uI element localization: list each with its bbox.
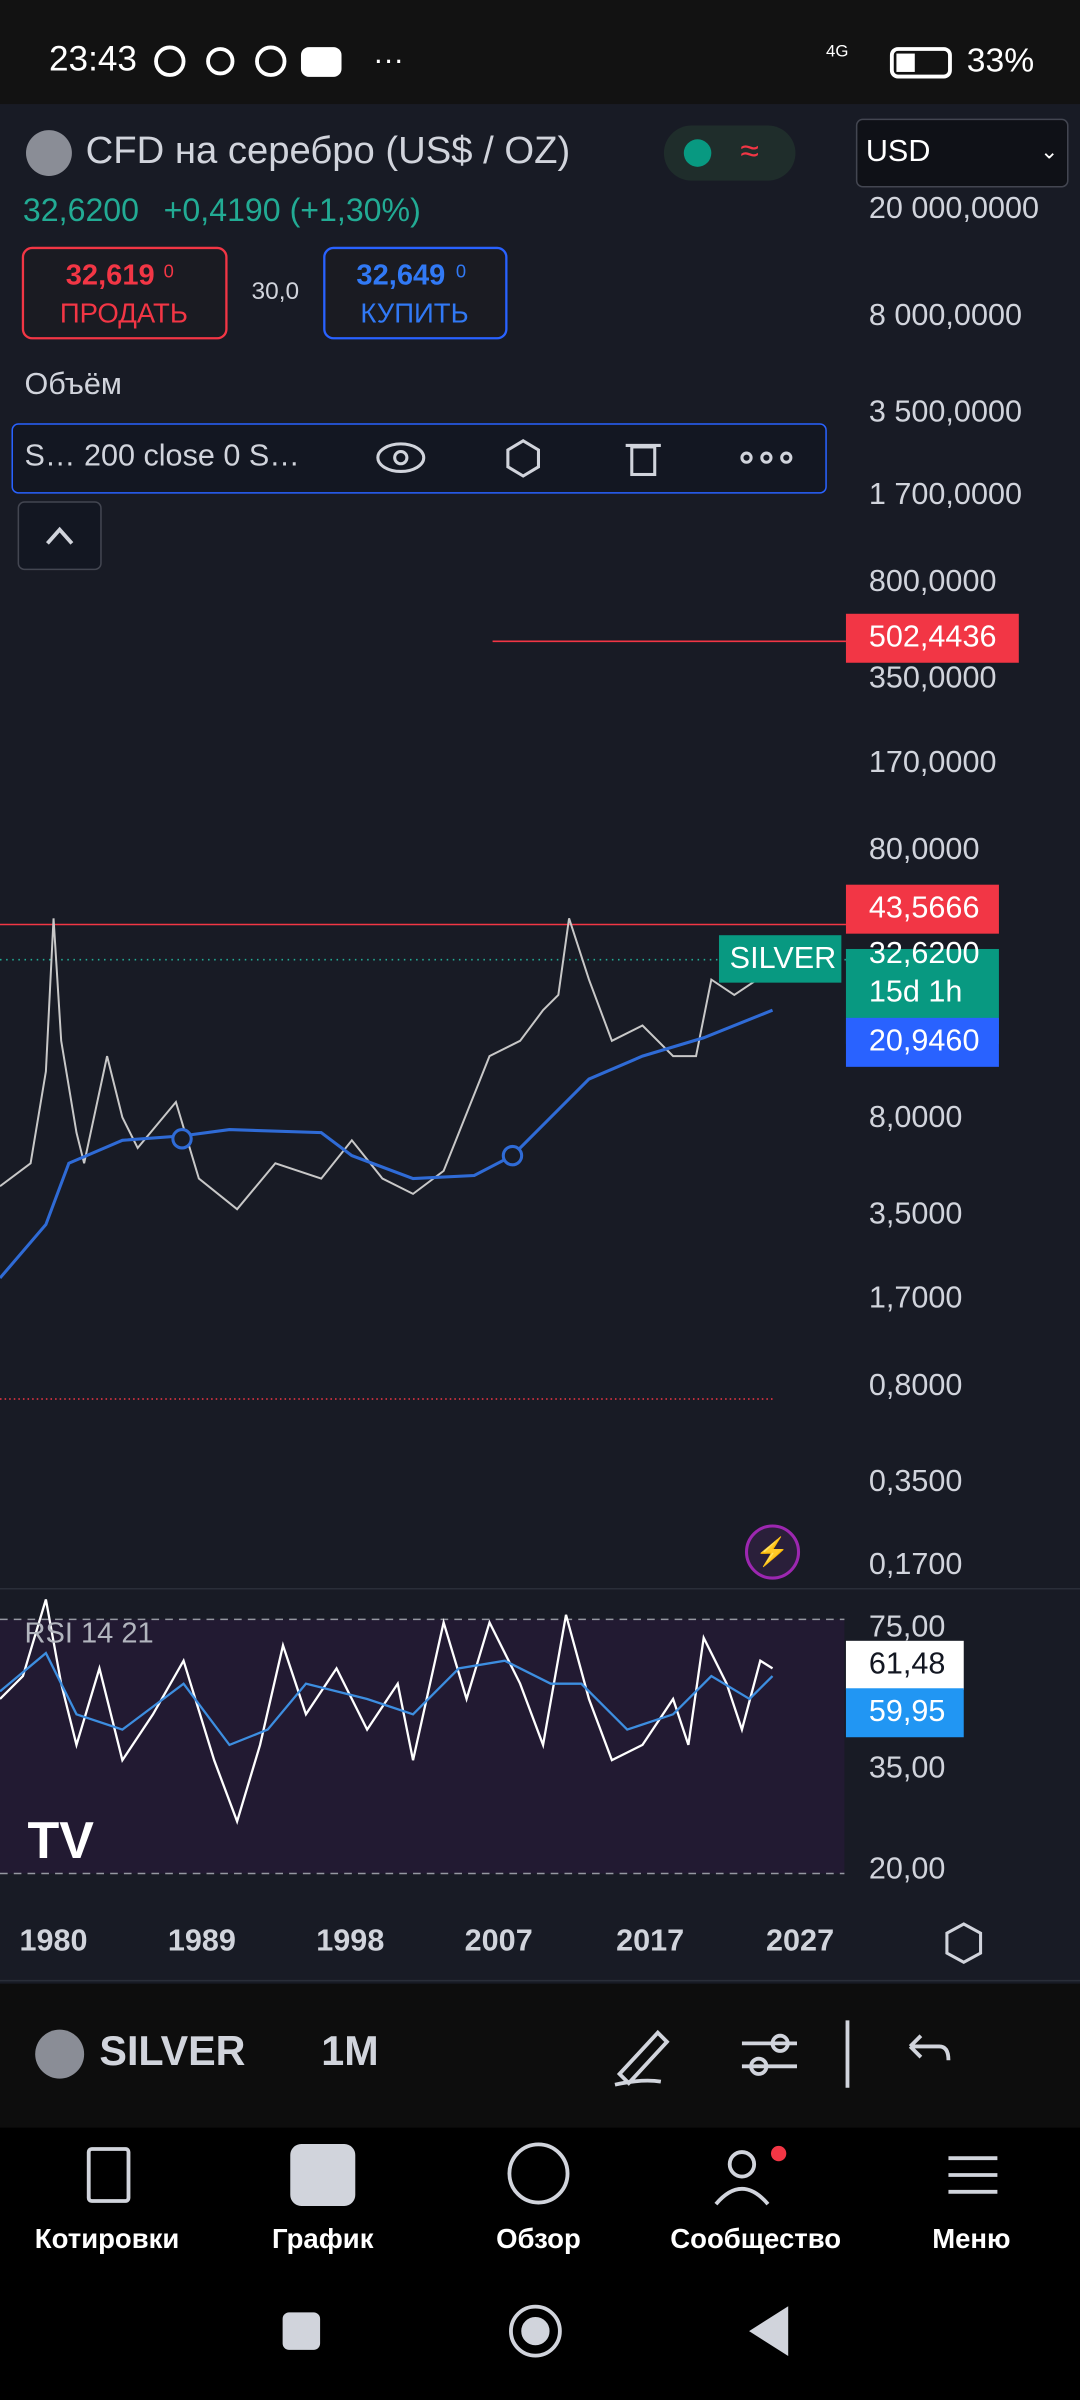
nav-label[interactable]: Сообщество	[670, 2223, 841, 2254]
battery: 33%	[967, 43, 1034, 80]
buy-button[interactable]	[323, 246, 508, 340]
price-axis-label: 3,5000	[869, 1196, 963, 1230]
status-pill[interactable]	[663, 125, 796, 181]
price-axis-label: 800,0000	[869, 564, 997, 598]
rsi-tag-label: 59,95	[869, 1694, 946, 1728]
alert-icon: ⚡	[755, 1536, 789, 1568]
volume-label: Объём	[24, 367, 121, 401]
price-axis-label: 0,1700	[869, 1547, 963, 1581]
price-tag	[845, 613, 1019, 663]
spread: 30,0	[252, 278, 300, 305]
toolbar-interval[interactable]: 1M	[321, 2028, 378, 2074]
price-axis-label: 8,0000	[869, 1100, 963, 1134]
price-change: +0,4190 (+1,30%)	[164, 192, 421, 228]
price-axis-label: 80,0000	[869, 832, 980, 866]
rsi-tag-label: 61,48	[869, 1646, 946, 1680]
tv-logo: TV	[28, 1812, 95, 1870]
toolbar-actions[interactable]	[614, 2020, 951, 2088]
nav-label[interactable]: Меню	[932, 2223, 1010, 2254]
instrument-title: CFD на серебро (US$ / OZ)	[86, 129, 571, 172]
collapse-icon	[45, 526, 74, 545]
nav-label[interactable]: График	[272, 2223, 374, 2254]
price-axis-label: 8 000,0000	[869, 298, 1022, 332]
price-axis-label: 20 000,0000	[869, 191, 1039, 225]
collapse-button[interactable]	[17, 501, 102, 571]
rsi-tag	[845, 1640, 964, 1690]
price-axis-label: 350,0000	[869, 661, 997, 695]
last-price: 32,6200	[23, 192, 139, 228]
time-axis-label: 2007	[465, 1923, 533, 1957]
price-axis-label: 1 700,0000	[869, 477, 1022, 511]
ma-marker	[171, 1128, 193, 1150]
price-tag-label: 502,4436	[869, 619, 997, 653]
rsi-axis-label: 20,00	[869, 1851, 946, 1885]
price-axis-label: 1,7000	[869, 1281, 963, 1315]
time-axis-label: 1980	[20, 1923, 88, 1957]
bottom-nav	[0, 2127, 1080, 2400]
clock: 23:43	[49, 40, 137, 79]
rsi-signal	[0, 1651, 774, 1747]
delayed-icon: ≈	[740, 133, 758, 170]
network: 4G	[826, 41, 848, 60]
rsi-axis-label: 35,00	[869, 1750, 946, 1784]
symbol-icon	[26, 130, 72, 177]
buy-pip: 0	[456, 260, 466, 281]
currency-select[interactable]	[855, 118, 1069, 188]
moving-average	[0, 1008, 774, 1280]
indicator-bar[interactable]	[11, 423, 827, 494]
toolbar-symbol-icon	[35, 2029, 85, 2079]
time-axis-label: 1998	[316, 1923, 384, 1957]
price-tag-label: 43,5666	[869, 890, 980, 924]
buy-price: 32,649	[356, 260, 445, 292]
nav-icons	[86, 2142, 998, 2358]
time-axis-label: 1989	[168, 1923, 236, 1957]
dropdown-arrow: ⌄	[1040, 140, 1058, 164]
status-icons	[154, 45, 952, 79]
nav-label[interactable]: Обзор	[496, 2223, 581, 2254]
settings-button[interactable]	[945, 1922, 983, 1964]
symbol-tag	[718, 935, 842, 983]
price-axis-label: 170,0000	[869, 745, 997, 779]
nav-label[interactable]: Котировки	[35, 2223, 180, 2254]
notification-dot	[770, 2145, 787, 2162]
sell-button[interactable]	[21, 246, 228, 340]
rsi-pane	[0, 1619, 845, 1874]
sell-label: ПРОДАТЬ	[60, 298, 188, 329]
toolbar	[0, 1983, 1080, 2128]
toolbar-symbol[interactable]: SILVER	[99, 2028, 245, 2074]
rsi-line	[0, 1599, 774, 1826]
indicator-label: S… 200 close 0 S…	[24, 439, 299, 473]
more-icon: ···	[373, 42, 404, 76]
currency: USD	[866, 134, 931, 168]
price-tag-label: 20,9460	[869, 1023, 980, 1057]
price-axis-label: 0,8000	[869, 1368, 963, 1402]
market-open-dot	[683, 139, 712, 167]
rsi-label: RSI 14 21	[24, 1617, 153, 1649]
price-tag	[845, 884, 999, 934]
symbol-tag-label: SILVER	[730, 941, 837, 975]
time-axis-label: 2017	[616, 1923, 684, 1957]
price-axis-label: 3 500,0000	[869, 394, 1022, 428]
countdown: 15d 1h	[869, 974, 963, 1008]
sell-price: 32,619	[66, 260, 155, 292]
rsi-tag	[845, 1688, 964, 1738]
ma-marker	[501, 1144, 524, 1167]
time-axis-label: 2027	[766, 1923, 834, 1957]
rsi-axis-label: 75,00	[869, 1610, 946, 1644]
price-tag-label: 32,6200	[869, 936, 980, 970]
price-series	[0, 918, 758, 1211]
alert-button[interactable]	[744, 1524, 801, 1580]
price-tag	[845, 1017, 999, 1067]
indicator-actions[interactable]	[376, 439, 793, 478]
sell-pip: 0	[164, 260, 174, 281]
buy-label: КУПИТЬ	[360, 298, 468, 329]
price-axis-label: 0,3500	[869, 1464, 963, 1498]
